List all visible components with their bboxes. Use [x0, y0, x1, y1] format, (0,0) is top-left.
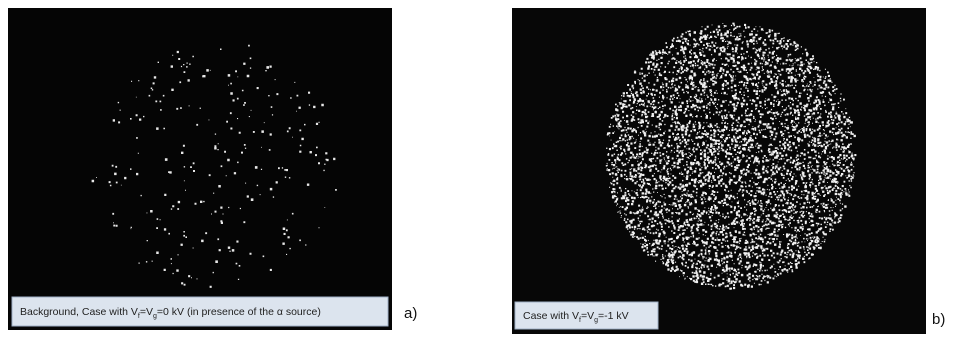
panel-b-caption: Case with Vf=Vg=-1 kV: [523, 310, 629, 324]
caption-text: =V: [140, 306, 153, 318]
caption-text: =V: [581, 310, 594, 322]
caption-text: =-1 kV: [598, 310, 629, 322]
figure-svg: Background, Case with Vf=Vg=0 kV (in pre…: [0, 0, 954, 338]
caption-text: Background, Case with V: [20, 306, 138, 318]
panel-a-caption: Background, Case with Vf=Vg=0 kV (in pre…: [20, 306, 321, 320]
panel-b-label: b): [932, 311, 945, 328]
panel-a-image: [8, 8, 392, 330]
figure: Background, Case with Vf=Vg=0 kV (in pre…: [0, 0, 954, 338]
caption-text: Case with V: [523, 310, 579, 322]
panel-a-label: a): [404, 305, 417, 322]
caption-text: =0 kV (in presence of the α source): [157, 306, 321, 318]
